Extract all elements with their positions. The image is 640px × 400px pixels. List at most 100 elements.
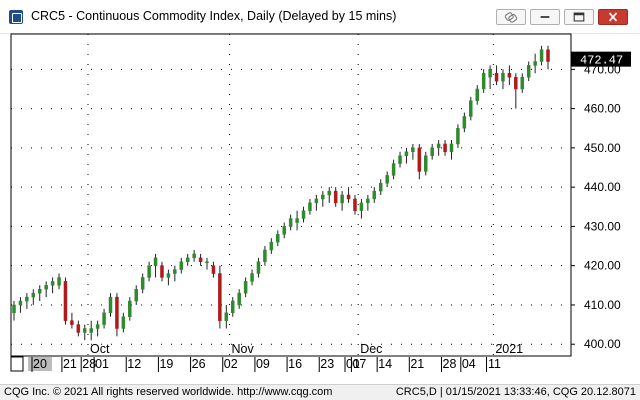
close-button[interactable] xyxy=(598,9,628,25)
x-day-label: 21 xyxy=(63,357,77,371)
candle xyxy=(185,253,190,266)
candle-body xyxy=(488,69,492,78)
candle-body xyxy=(443,143,447,153)
link-button[interactable] xyxy=(496,9,526,25)
candle xyxy=(224,304,229,329)
candle-body xyxy=(533,61,537,66)
candle-body xyxy=(333,190,338,204)
y-tick-label: 440.00 xyxy=(584,180,621,194)
status-bar: CQG Inc. © 2021 All rights reserved worl… xyxy=(0,384,640,400)
candle xyxy=(488,65,492,89)
last-price-tag: 472.47 xyxy=(571,51,631,68)
x-day-label: 01 xyxy=(346,357,360,371)
candle xyxy=(147,261,151,282)
candle-body xyxy=(224,312,229,321)
candle-body xyxy=(366,198,370,204)
candle-body xyxy=(115,296,119,329)
chart-window: CRC5 - Continuous Commodity Index, Daily… xyxy=(0,0,640,384)
candle xyxy=(385,171,389,188)
candle xyxy=(70,312,74,329)
candle-body xyxy=(327,190,332,196)
candle xyxy=(102,308,106,329)
candle xyxy=(404,147,409,164)
candle-body xyxy=(398,155,402,164)
candle-body xyxy=(301,210,306,219)
candle xyxy=(128,297,132,321)
candle-body xyxy=(70,320,74,325)
candle xyxy=(340,191,344,211)
candle-body xyxy=(308,202,312,211)
candle-body xyxy=(57,277,61,286)
candle-body xyxy=(456,127,460,145)
candle-body xyxy=(411,147,415,153)
candle xyxy=(18,297,23,313)
candle xyxy=(481,69,486,93)
title-bar[interactable]: CRC5 - Continuous Commodity Index, Daily… xyxy=(0,0,640,34)
candle-body xyxy=(185,257,190,263)
candle-body xyxy=(192,253,196,259)
candle-body xyxy=(173,269,177,274)
candle xyxy=(205,257,209,270)
candle xyxy=(179,257,184,274)
candle xyxy=(469,96,473,121)
candle xyxy=(250,269,254,286)
candle-body xyxy=(282,226,286,235)
candle xyxy=(160,261,164,282)
candle-body xyxy=(494,73,499,82)
candle xyxy=(456,124,460,148)
candle-body xyxy=(166,273,171,278)
candle-body xyxy=(121,316,126,329)
candle xyxy=(346,187,351,203)
price-chart[interactable]: 400.00 410.00 420.00 430.00 440.00 450.00 460.… xyxy=(0,0,640,384)
candle xyxy=(430,143,434,160)
candle xyxy=(295,210,299,231)
candle xyxy=(134,285,138,305)
candle-body xyxy=(211,265,216,274)
candle-body xyxy=(147,265,151,278)
y-tick-label: 420.00 xyxy=(584,259,621,273)
selected-date-box xyxy=(28,357,52,371)
x-day-label: 02 xyxy=(224,357,238,371)
candle-body xyxy=(295,218,299,223)
candle-body xyxy=(359,202,364,211)
minimize-button[interactable] xyxy=(530,9,560,25)
candle-body xyxy=(269,241,274,251)
candle-body xyxy=(404,151,409,156)
candle xyxy=(31,289,36,305)
candle-body xyxy=(44,285,48,290)
x-month-label: Dec xyxy=(360,342,382,356)
candle xyxy=(417,143,422,180)
candle xyxy=(507,65,512,86)
x-day-label: 19 xyxy=(159,357,173,371)
y-tick-label: 400.00 xyxy=(584,337,621,351)
candle xyxy=(243,277,248,298)
candle xyxy=(424,151,428,176)
candle xyxy=(63,277,68,325)
maximize-button[interactable] xyxy=(564,9,594,25)
candle-body xyxy=(218,273,222,321)
candle xyxy=(44,281,48,298)
candle xyxy=(230,297,235,317)
candle-body xyxy=(372,190,377,200)
candle xyxy=(539,45,544,66)
minimize-icon xyxy=(540,16,550,18)
candle xyxy=(140,273,145,294)
x-day-label: 21 xyxy=(410,357,424,371)
y-tick-label: 450.00 xyxy=(584,141,621,155)
candle-body xyxy=(256,261,261,274)
x-day-label: 28 xyxy=(443,357,457,371)
candle xyxy=(282,222,286,239)
candle-body xyxy=(340,194,344,204)
copyright-text: CQG Inc. © 2021 All rights reserved worl… xyxy=(4,386,333,398)
candle xyxy=(153,253,158,278)
candle-body xyxy=(63,281,68,321)
candle-body xyxy=(237,292,241,306)
candle-body xyxy=(37,288,42,294)
candle xyxy=(475,85,479,105)
candle-body xyxy=(25,296,29,302)
candle-body xyxy=(481,73,486,90)
candle xyxy=(533,53,537,74)
x-month-label: 2021 xyxy=(495,342,523,356)
candle xyxy=(353,195,357,215)
